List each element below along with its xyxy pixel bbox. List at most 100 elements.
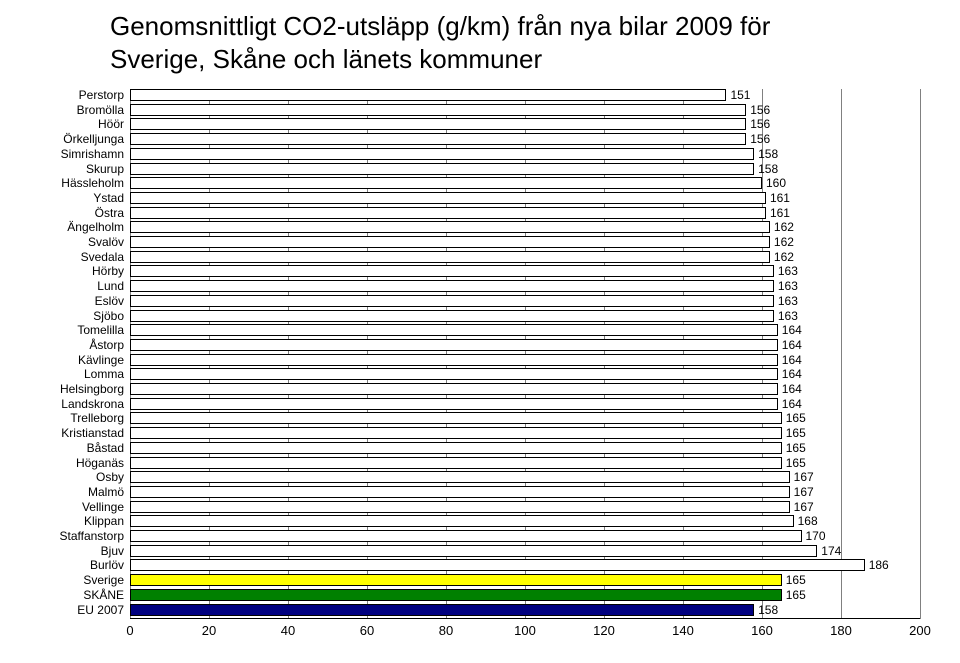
value-label: 163 xyxy=(774,310,798,322)
bar-row: Ystad161 xyxy=(130,192,920,204)
x-tick-label: 120 xyxy=(593,623,615,638)
bar xyxy=(130,515,794,527)
category-label: Svalöv xyxy=(88,236,130,248)
bar xyxy=(130,339,778,351)
category-label: Lund xyxy=(97,280,130,292)
bar xyxy=(130,251,770,263)
category-label: Trelleborg xyxy=(70,412,130,424)
x-tick-label: 100 xyxy=(514,623,536,638)
chart-container: Genomsnittligt CO2-utsläpp (g/km) från n… xyxy=(0,0,960,663)
bar-row: Höganäs165 xyxy=(130,457,920,469)
category-label: Ystad xyxy=(93,192,130,204)
category-label: Kävlinge xyxy=(78,354,130,366)
category-label: Bromölla xyxy=(77,104,130,116)
value-label: 165 xyxy=(782,412,806,424)
bar-row: SKÅNE165 xyxy=(130,589,920,601)
value-label: 158 xyxy=(754,604,778,616)
bar-row: Hörby163 xyxy=(130,265,920,277)
category-label: Hässleholm xyxy=(61,177,130,189)
bar xyxy=(130,457,782,469)
category-label: Simrishamn xyxy=(61,148,130,160)
category-label: Bjuv xyxy=(101,545,130,557)
category-label: Osby xyxy=(96,471,130,483)
value-label: 163 xyxy=(774,295,798,307)
bar-row: Skurup158 xyxy=(130,163,920,175)
bar xyxy=(130,295,774,307)
bar xyxy=(130,398,778,410)
category-label: Kristianstad xyxy=(61,427,130,439)
bar-row: Staffanstorp170 xyxy=(130,530,920,542)
value-label: 156 xyxy=(746,104,770,116)
category-label: EU 2007 xyxy=(77,604,130,616)
bar-row: Bromölla156 xyxy=(130,104,920,116)
category-label: Vellinge xyxy=(82,501,130,513)
bar xyxy=(130,574,782,586)
category-label: Lomma xyxy=(84,368,130,380)
bar xyxy=(130,104,746,116)
value-label: 174 xyxy=(817,545,841,557)
bar-row: Osby167 xyxy=(130,471,920,483)
bar xyxy=(130,310,774,322)
value-label: 165 xyxy=(782,589,806,601)
category-label: Klippan xyxy=(84,515,130,527)
bar xyxy=(130,442,782,454)
value-label: 160 xyxy=(762,177,786,189)
bar-row: Bjuv174 xyxy=(130,545,920,557)
x-tick-label: 20 xyxy=(202,623,216,638)
value-label: 164 xyxy=(778,339,802,351)
category-label: Malmö xyxy=(88,486,130,498)
value-label: 165 xyxy=(782,574,806,586)
value-label: 164 xyxy=(778,398,802,410)
value-label: 186 xyxy=(865,559,889,571)
category-label: Perstorp xyxy=(79,89,130,101)
value-label: 156 xyxy=(746,133,770,145)
category-label: Landskrona xyxy=(61,398,130,410)
value-label: 162 xyxy=(770,236,794,248)
value-label: 165 xyxy=(782,427,806,439)
bar xyxy=(130,118,746,130)
bar xyxy=(130,280,774,292)
bar-row: Klippan168 xyxy=(130,515,920,527)
bar-row: Helsingborg164 xyxy=(130,383,920,395)
bar xyxy=(130,383,778,395)
bar-row: Lund163 xyxy=(130,280,920,292)
value-label: 151 xyxy=(726,89,750,101)
bar-row: Sjöbo163 xyxy=(130,310,920,322)
x-tick-label: 200 xyxy=(909,623,931,638)
bar xyxy=(130,163,754,175)
bar xyxy=(130,265,774,277)
category-label: Staffanstorp xyxy=(60,530,131,542)
category-label: Sverige xyxy=(83,574,130,586)
value-label: 156 xyxy=(746,118,770,130)
bar-row: Båstad165 xyxy=(130,442,920,454)
bar-row: Ängelholm162 xyxy=(130,221,920,233)
bar xyxy=(130,530,802,542)
bar-row: Landskrona164 xyxy=(130,398,920,410)
bar-row: Kävlinge164 xyxy=(130,354,920,366)
category-label: Östra xyxy=(95,207,130,219)
value-label: 167 xyxy=(790,486,814,498)
bar-row: Tomelilla164 xyxy=(130,324,920,336)
chart-title-line1: Genomsnittligt CO2-utsläpp (g/km) från n… xyxy=(110,11,770,41)
bar xyxy=(130,133,746,145)
bar-row: Vellinge167 xyxy=(130,501,920,513)
bar xyxy=(130,427,782,439)
bar xyxy=(130,221,770,233)
category-label: SKÅNE xyxy=(83,589,130,601)
bar-row: Burlöv186 xyxy=(130,559,920,571)
category-label: Eslöv xyxy=(95,295,130,307)
x-tick-label: 0 xyxy=(126,623,133,638)
bar-row: Svalöv162 xyxy=(130,236,920,248)
category-label: Sjöbo xyxy=(93,310,130,322)
category-label: Ängelholm xyxy=(67,221,130,233)
category-label: Örkelljunga xyxy=(63,133,130,145)
bar xyxy=(130,545,817,557)
value-label: 170 xyxy=(802,530,826,542)
x-tick-label: 140 xyxy=(672,623,694,638)
bar xyxy=(130,148,754,160)
bar-row: Simrishamn158 xyxy=(130,148,920,160)
x-tick-label: 180 xyxy=(830,623,852,638)
category-label: Svedala xyxy=(81,251,130,263)
bar-row: Sverige165 xyxy=(130,574,920,586)
category-label: Höganäs xyxy=(76,457,130,469)
